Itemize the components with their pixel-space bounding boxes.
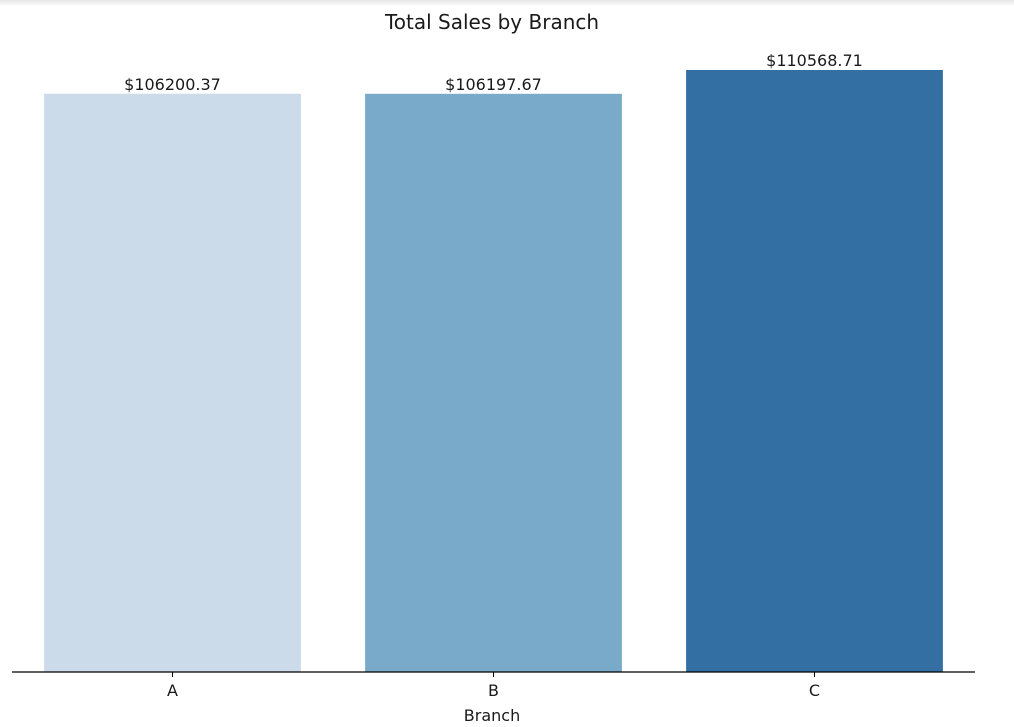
bar-value-label-c: $110568.71	[766, 51, 863, 70]
bar-value-label-b: $106197.67	[445, 75, 542, 94]
bar-b	[365, 93, 622, 673]
x-tick-label-b: B	[488, 681, 499, 700]
x-axis-label: Branch	[464, 706, 520, 725]
bar-c	[686, 70, 943, 672]
bars-group: $106200.37 A $106197.67 B $110568.71 C	[44, 51, 943, 700]
window-top-shadow	[0, 0, 1014, 6]
x-tick-label-c: C	[809, 681, 820, 700]
bar-a	[44, 93, 301, 673]
x-tick-label-a: A	[167, 681, 178, 700]
chart-title: Total Sales by Branch	[384, 10, 599, 34]
bar-value-label-a: $106200.37	[124, 75, 221, 94]
